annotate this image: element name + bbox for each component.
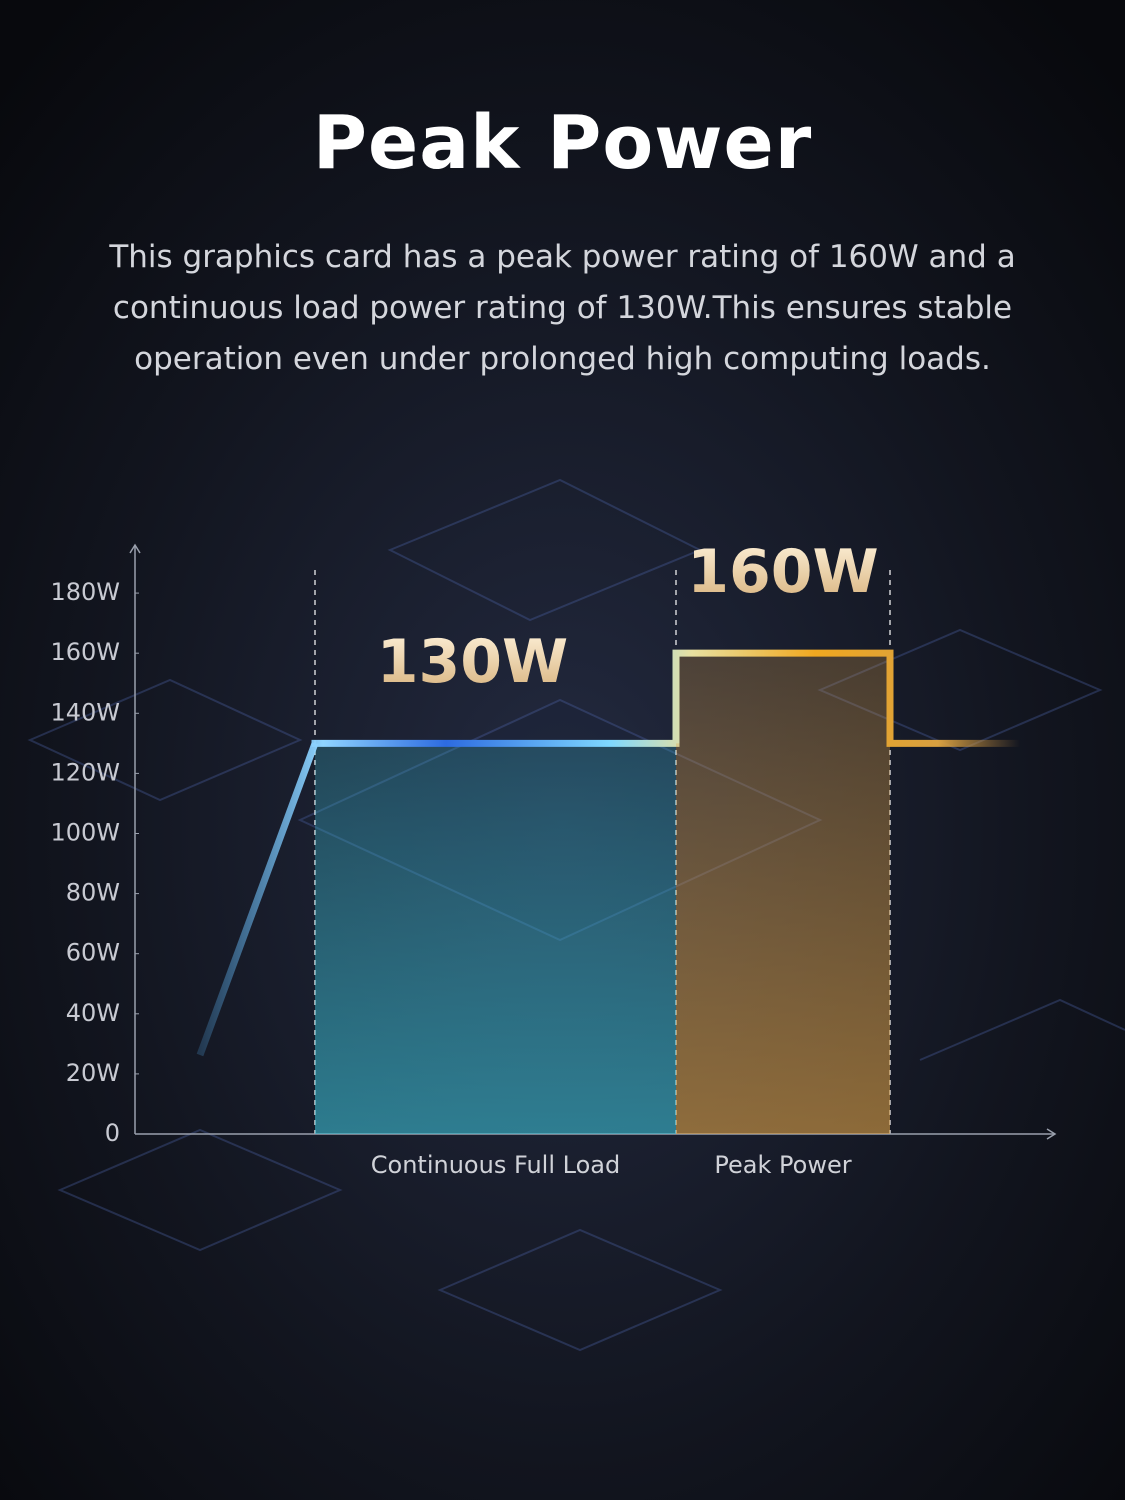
x-tick-label: Peak Power	[714, 1151, 851, 1179]
bar	[676, 653, 890, 1134]
ramp-line	[196, 742, 319, 1057]
y-tick-label: 120W	[50, 758, 120, 786]
y-tick-label: 160W	[50, 638, 120, 666]
y-tick-label: 100W	[50, 818, 120, 846]
y-tick-label: 80W	[66, 879, 120, 907]
title: Peak Power	[312, 100, 813, 186]
subtitle: This graphics card has a peak power rati…	[109, 239, 1016, 377]
y-tick-label: 40W	[66, 999, 120, 1027]
y-tick-label: 140W	[50, 698, 120, 726]
y-tick-label: 0	[105, 1119, 120, 1147]
y-tick-label: 60W	[66, 939, 120, 967]
value-label: 130W	[377, 627, 568, 697]
step-connector	[672, 653, 1020, 747]
value-label: 160W	[687, 537, 878, 607]
x-tick-label: Continuous Full Load	[371, 1151, 620, 1179]
y-tick-label: 180W	[50, 578, 120, 606]
y-tick-label: 20W	[66, 1059, 120, 1087]
bar	[315, 743, 676, 1134]
